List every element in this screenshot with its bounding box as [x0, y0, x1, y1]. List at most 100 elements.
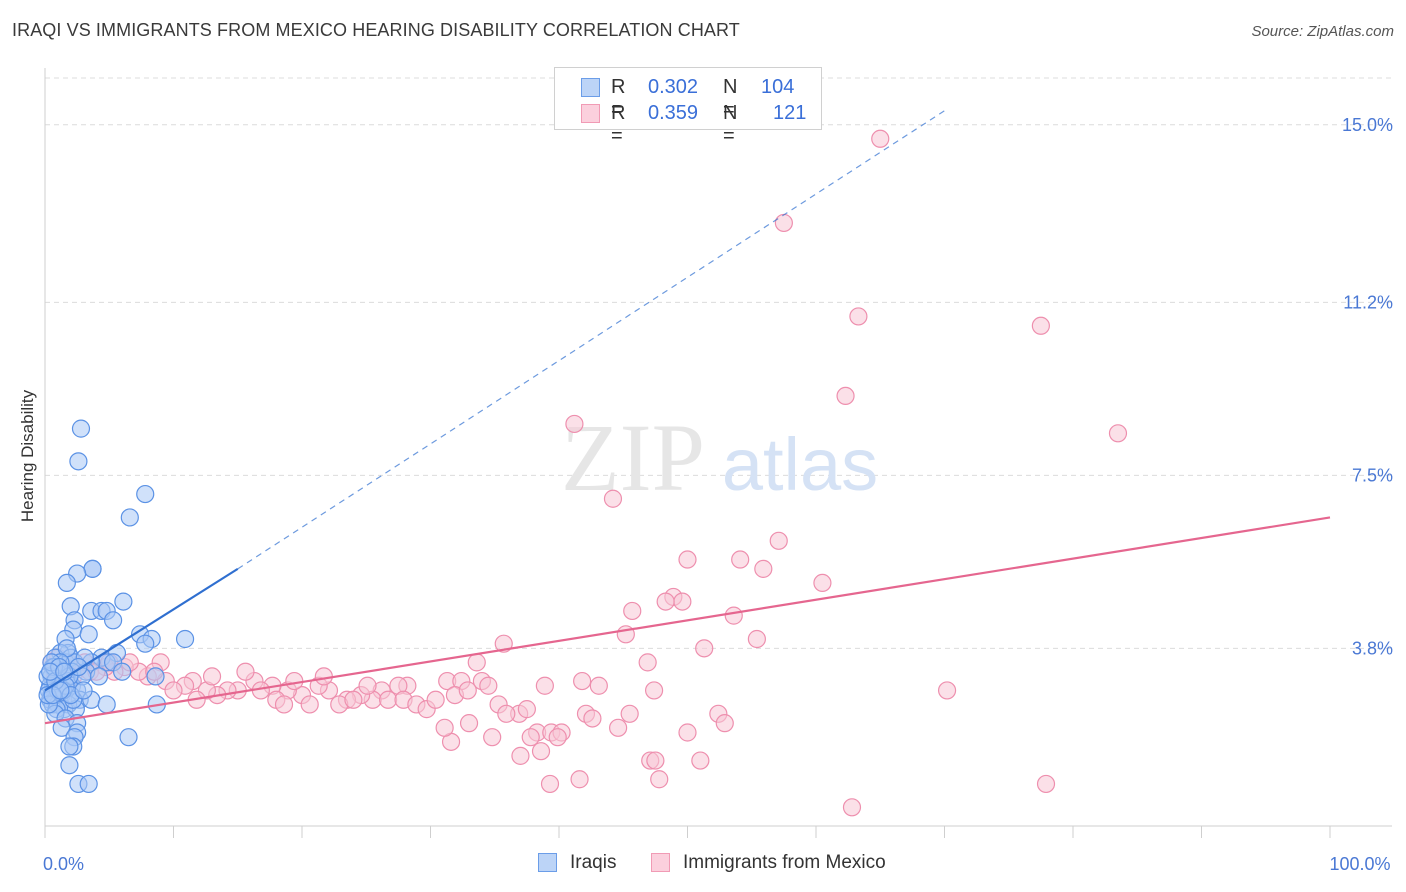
mexico-point [691, 751, 710, 770]
iraqi-point [69, 452, 88, 471]
mexico-point [497, 704, 516, 723]
mexico-point [285, 671, 304, 691]
mexico-point [678, 550, 697, 569]
mexico-point [540, 774, 560, 794]
swatch-mexico [581, 104, 600, 123]
mexico-point [609, 718, 628, 737]
iraqi-point [74, 681, 93, 700]
n-label: N = [723, 76, 738, 121]
iraqi-point [83, 559, 102, 578]
mexico-point [435, 718, 454, 737]
trend-lines [44, 110, 1331, 725]
iraqi-trend-solid [44, 567, 239, 692]
mexico-point [842, 798, 862, 817]
y-axis-label: Hearing Disability [18, 389, 37, 523]
legend-label-mexico: Immigrants from Mexico [683, 852, 886, 873]
mexico-point [548, 728, 567, 747]
mexico-point [646, 751, 665, 770]
mexico-point [236, 662, 255, 681]
y-tick-label: 7.5% [1352, 465, 1393, 485]
iraqi-point [146, 667, 165, 686]
mexico-point [937, 681, 957, 700]
iraqi-point [71, 419, 91, 438]
n-value: 121 [773, 102, 807, 124]
mexico-point [678, 723, 697, 742]
mexico-point [769, 531, 788, 550]
mexico-point [570, 770, 589, 789]
mexico-point [521, 728, 540, 747]
y-tick-label: 11.2% [1343, 292, 1393, 312]
mexico-point [589, 676, 608, 695]
watermark: ZIP atlas [561, 404, 878, 511]
mexico-point [483, 728, 502, 747]
mexico-point [459, 714, 479, 733]
iraqi-trend-dashed [237, 110, 945, 570]
mexico-point [535, 676, 554, 695]
mexico-point [1036, 774, 1056, 794]
mexico-point [724, 606, 743, 625]
mexico-point [656, 592, 675, 611]
iraqi-point [119, 728, 138, 747]
data-points [38, 129, 1128, 817]
mexico-point [479, 676, 498, 695]
mexico-point [836, 386, 855, 405]
mexico-point [458, 681, 477, 700]
iraqi-point [79, 625, 98, 644]
mexico-point [565, 414, 584, 434]
legend-label-iraqis: Iraqis [570, 852, 617, 873]
mexico-point [731, 550, 750, 569]
y-tick-label: 15.0% [1342, 115, 1393, 135]
mexico-point [871, 129, 890, 148]
mexico-point [344, 690, 363, 709]
r-value: 0.302 [648, 76, 699, 98]
iraqi-point [60, 756, 79, 775]
mexico-point [715, 714, 734, 733]
mexico-point [378, 690, 398, 709]
iraqi-point [112, 662, 132, 681]
iraqi-point [57, 573, 76, 593]
mexico-point [695, 639, 714, 658]
r-label: R = [611, 76, 626, 121]
n-value: 104 [761, 76, 795, 98]
r-label: R = [611, 102, 626, 147]
mexico-point [517, 700, 536, 719]
tick-labels: 3.8% 7.5% 11.2% 15.0% 0.0% 100.0% [43, 115, 1393, 874]
mexico-point [673, 592, 692, 611]
mexico-point [426, 690, 445, 709]
iraqi-point [120, 508, 139, 527]
iraqi-point [136, 484, 155, 504]
mexico-point [300, 695, 319, 714]
x-tick-label: 100.0% [1329, 854, 1390, 874]
chart-title: IRAQI VS IMMIGRANTS FROM MEXICO HEARING … [12, 20, 740, 40]
mexico-point [603, 489, 623, 508]
mexico-point [573, 671, 592, 691]
iraqi-point [97, 695, 116, 714]
mexico-point [314, 667, 333, 686]
mexico-point [747, 629, 766, 649]
mexico-point [849, 307, 868, 326]
iraqi-point [175, 629, 195, 649]
watermark-zip: ZIP [561, 404, 705, 511]
y-tick-label: 3.8% [1352, 638, 1393, 658]
mexico-point [358, 676, 377, 695]
iraqi-point [114, 592, 133, 611]
legend-swatch-mexico [651, 853, 670, 872]
mexico-point [754, 559, 773, 578]
mexico-point [164, 681, 183, 700]
swatch-iraqis [581, 78, 600, 97]
r-value: 0.359 [648, 102, 699, 124]
iraqi-point [79, 774, 98, 794]
watermark-atlas: atlas [722, 423, 878, 506]
n-label: N = [723, 102, 738, 147]
mexico-point [644, 681, 664, 700]
x-tick-label: 0.0% [43, 854, 84, 874]
iraqi-point [136, 634, 155, 653]
mexico-point [467, 653, 486, 672]
mexico-point [274, 695, 294, 714]
mexico-point [1031, 316, 1050, 335]
iraqi-point [60, 737, 79, 756]
mexico-point [813, 573, 832, 593]
mexico-point [650, 770, 669, 789]
mexico-point [511, 746, 530, 765]
